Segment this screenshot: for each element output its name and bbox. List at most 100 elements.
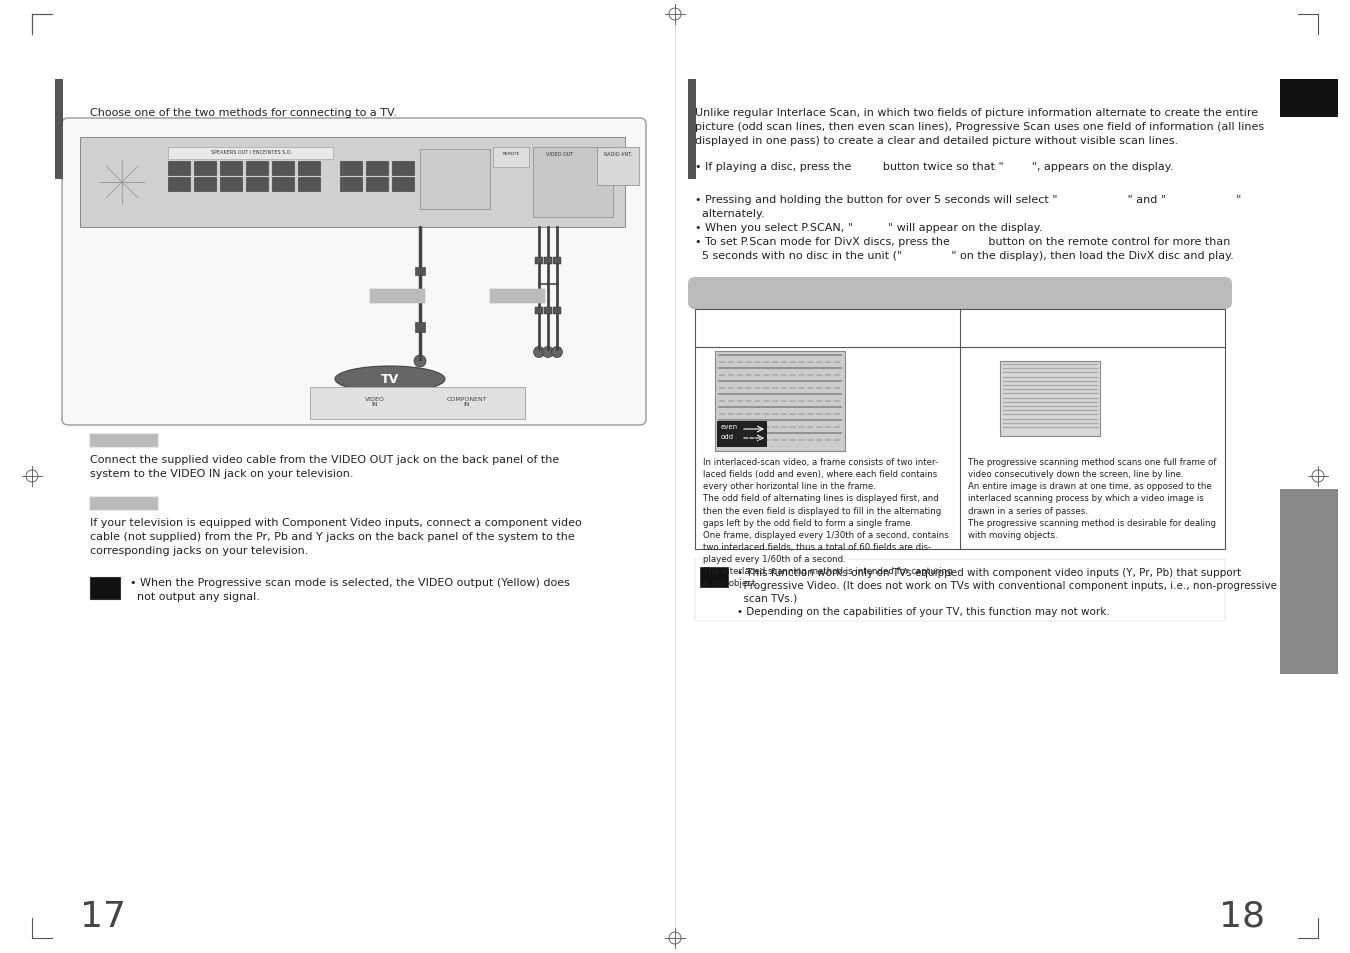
Bar	[340, 178, 362, 192]
Bar	[544, 308, 552, 314]
Bar	[80, 138, 625, 228]
Circle shape	[227, 181, 235, 189]
Circle shape	[514, 147, 525, 157]
Circle shape	[252, 181, 261, 189]
Text: VIDEO OUT: VIDEO OUT	[547, 152, 574, 157]
Bar	[392, 178, 414, 192]
Circle shape	[540, 203, 549, 213]
Bar	[535, 257, 543, 265]
Bar	[220, 178, 242, 192]
Text: In interlaced-scan video, a frame consists of two inter-
laced fields (odd and e: In interlaced-scan video, a frame consis…	[703, 457, 953, 588]
FancyBboxPatch shape	[89, 435, 158, 448]
Bar	[1000, 361, 1100, 436]
Circle shape	[96, 157, 148, 209]
Bar	[688, 80, 697, 180]
Circle shape	[514, 160, 525, 172]
Text: If your television is equipped with Component Video inputs, connect a component : If your television is equipped with Comp…	[90, 517, 582, 556]
Text: COMPONENT
IN: COMPONENT IN	[447, 396, 487, 407]
Circle shape	[252, 165, 261, 172]
Bar	[533, 148, 613, 218]
Bar	[535, 308, 543, 314]
Circle shape	[414, 355, 427, 368]
FancyBboxPatch shape	[89, 497, 158, 511]
Text: 5 seconds with no disc in the unit ("              " on the display), then load : 5 seconds with no disc in the unit (" " …	[695, 251, 1234, 261]
Circle shape	[555, 173, 564, 182]
Text: REMOTE: REMOTE	[502, 152, 520, 156]
Bar	[414, 323, 425, 333]
Bar	[298, 162, 320, 175]
Bar	[695, 310, 1224, 550]
Text: Unlike regular Interlace Scan, in which two fields of picture information altern: Unlike regular Interlace Scan, in which …	[695, 108, 1258, 118]
Text: Progressive Video. (It does not work on TVs with conventional component inputs, : Progressive Video. (It does not work on …	[737, 580, 1277, 590]
Bar	[167, 178, 190, 192]
Text: Choose one of the two methods for connecting to a TV.: Choose one of the two methods for connec…	[90, 108, 397, 118]
Bar	[554, 308, 562, 314]
Bar	[716, 352, 845, 452]
Text: 18: 18	[1219, 899, 1265, 933]
Bar	[220, 162, 242, 175]
Bar	[1280, 490, 1338, 675]
Circle shape	[540, 157, 549, 167]
FancyBboxPatch shape	[490, 290, 545, 304]
Bar	[246, 178, 269, 192]
Bar	[55, 80, 63, 180]
Bar	[340, 162, 362, 175]
Circle shape	[201, 165, 209, 172]
Text: RADIO ANT.: RADIO ANT.	[603, 152, 632, 157]
Bar	[414, 268, 425, 275]
Circle shape	[400, 181, 406, 189]
Circle shape	[555, 188, 564, 196]
Bar	[717, 421, 767, 448]
Bar	[695, 559, 1224, 621]
Ellipse shape	[335, 367, 446, 393]
Bar	[167, 162, 190, 175]
Circle shape	[305, 165, 313, 172]
Circle shape	[514, 190, 525, 200]
Circle shape	[347, 181, 355, 189]
Bar	[310, 388, 525, 419]
Bar	[90, 578, 120, 599]
Text: • To set P.Scan mode for DivX discs, press the           button on the remote co: • To set P.Scan mode for DivX discs, pre…	[695, 236, 1230, 247]
Circle shape	[540, 188, 549, 196]
Bar	[271, 162, 294, 175]
Text: odd: odd	[721, 434, 734, 439]
Text: 17: 17	[80, 899, 126, 933]
Circle shape	[500, 147, 510, 157]
Bar	[420, 150, 490, 210]
Bar	[246, 162, 269, 175]
Bar	[1280, 80, 1338, 118]
Bar	[493, 148, 529, 168]
Text: Connect the supplied video cable from the VIDEO OUT jack on the back panel of th: Connect the supplied video cable from th…	[90, 455, 559, 478]
Bar	[366, 178, 387, 192]
Circle shape	[500, 190, 510, 200]
Circle shape	[540, 173, 549, 182]
FancyBboxPatch shape	[62, 119, 647, 426]
Bar	[366, 162, 387, 175]
Bar	[271, 178, 294, 192]
Bar	[428, 154, 482, 196]
Circle shape	[279, 181, 288, 189]
Circle shape	[176, 181, 184, 189]
Bar	[701, 567, 728, 587]
Bar	[298, 178, 320, 192]
Circle shape	[543, 347, 554, 358]
Text: • If playing a disc, press the         button twice so that "        ", appears : • If playing a disc, press the button tw…	[695, 162, 1173, 172]
Circle shape	[514, 174, 525, 185]
Text: The progressive scanning method scans one full frame of
video consecutively down: The progressive scanning method scans on…	[968, 457, 1216, 539]
Bar	[544, 257, 552, 265]
Text: scan TVs.): scan TVs.)	[737, 594, 798, 603]
Text: alternately.: alternately.	[695, 209, 764, 219]
Text: SPEAKERS OUT / ENCEINTES S.O.: SPEAKERS OUT / ENCEINTES S.O.	[211, 150, 292, 154]
Circle shape	[555, 203, 564, 213]
Text: picture (odd scan lines, then even scan lines), Progressive Scan uses one field : picture (odd scan lines, then even scan …	[695, 122, 1264, 132]
Text: TV: TV	[381, 374, 400, 386]
Circle shape	[609, 166, 626, 184]
Circle shape	[373, 165, 381, 172]
Circle shape	[373, 181, 381, 189]
Circle shape	[500, 174, 510, 185]
Circle shape	[552, 347, 563, 358]
Text: • Depending on the capabilities of your TV, this function may not work.: • Depending on the capabilities of your …	[737, 606, 1110, 617]
Bar	[167, 148, 333, 160]
Text: • This function works only on TVs equipped with component video inputs (Y, Pr, P: • This function works only on TVs equipp…	[737, 567, 1241, 578]
Text: • When you select P.SCAN, "          " will appear on the display.: • When you select P.SCAN, " " will appea…	[695, 223, 1042, 233]
